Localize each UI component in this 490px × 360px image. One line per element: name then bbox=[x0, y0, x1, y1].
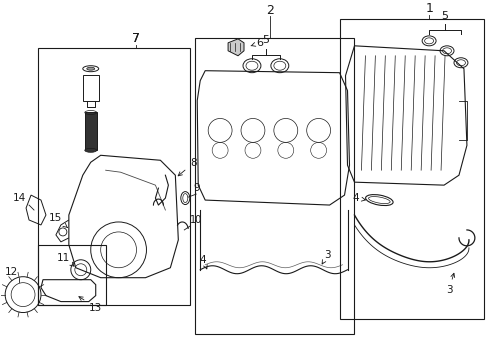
Text: 9: 9 bbox=[193, 183, 199, 193]
Text: 5: 5 bbox=[263, 35, 270, 45]
Ellipse shape bbox=[85, 148, 97, 152]
Text: 5: 5 bbox=[441, 11, 448, 21]
Bar bbox=[195, 38, 354, 334]
Text: 4: 4 bbox=[352, 193, 366, 203]
Bar bbox=[85, 112, 97, 150]
Text: 11: 11 bbox=[57, 253, 74, 266]
Text: 1: 1 bbox=[425, 3, 433, 15]
Ellipse shape bbox=[87, 67, 95, 70]
Text: 6: 6 bbox=[251, 38, 264, 48]
Bar bbox=[38, 245, 106, 305]
Text: 7: 7 bbox=[131, 32, 140, 45]
Text: 7: 7 bbox=[131, 32, 140, 45]
Text: 3: 3 bbox=[446, 273, 455, 294]
Bar bbox=[340, 19, 484, 319]
Bar bbox=[38, 48, 190, 305]
Text: 8: 8 bbox=[178, 158, 196, 176]
Text: 4: 4 bbox=[200, 255, 207, 269]
Text: 14: 14 bbox=[12, 193, 25, 203]
Polygon shape bbox=[228, 39, 244, 56]
Text: 15: 15 bbox=[49, 213, 68, 228]
Text: 10: 10 bbox=[190, 215, 202, 225]
Text: 12: 12 bbox=[4, 267, 18, 277]
Text: 2: 2 bbox=[266, 4, 274, 18]
Text: 3: 3 bbox=[322, 250, 331, 264]
Text: 13: 13 bbox=[79, 297, 102, 312]
Bar bbox=[83, 75, 98, 100]
